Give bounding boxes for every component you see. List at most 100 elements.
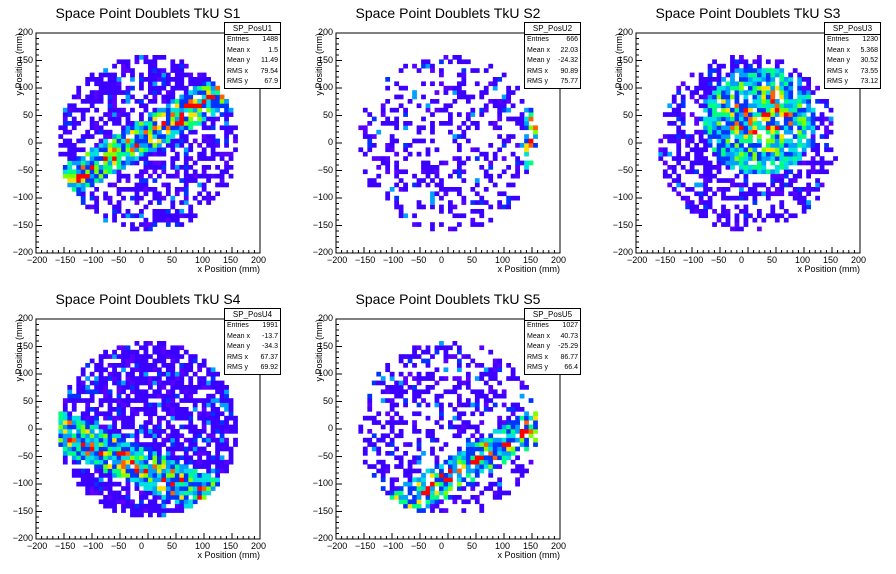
heatmap-cell	[143, 222, 149, 227]
heatmap-cell	[143, 165, 149, 170]
stats-label: RMS y	[527, 78, 548, 85]
heatmap-cell	[188, 213, 194, 219]
heatmap-cell	[797, 169, 803, 175]
heatmap-cell	[156, 213, 162, 219]
heatmap-cell	[470, 217, 476, 223]
heatmap-cell	[819, 165, 825, 170]
heatmap-cell	[67, 442, 73, 447]
heatmap-cell	[143, 402, 149, 408]
heatmap-cell	[130, 121, 135, 126]
heatmap-cell	[156, 191, 162, 197]
heatmap-cell	[112, 182, 117, 188]
heatmap-cell	[756, 72, 762, 78]
heatmap-cell	[201, 495, 207, 500]
heatmap-cell	[98, 481, 104, 487]
heatmap-cell	[98, 455, 104, 461]
heatmap-cell	[739, 81, 744, 87]
heatmap-cell	[470, 459, 476, 465]
heatmap-cell	[192, 169, 198, 175]
heatmap-cell	[461, 129, 467, 135]
heatmap-cell	[71, 451, 77, 456]
heatmap-cell	[658, 151, 664, 157]
heatmap-cell	[192, 358, 198, 364]
heatmap-cell	[80, 429, 86, 434]
x-tick-label: −100	[83, 541, 104, 551]
heatmap-cell	[448, 495, 453, 500]
heatmap-cell	[703, 143, 708, 148]
heatmap-cell	[183, 151, 189, 157]
heatmap-cell	[94, 204, 100, 210]
heatmap-cell	[174, 429, 180, 434]
heatmap-cell	[161, 341, 167, 346]
heatmap-cell	[179, 81, 185, 87]
heatmap-cell	[739, 77, 744, 82]
heatmap-cell	[152, 411, 158, 417]
heatmap-cell	[179, 345, 185, 351]
heatmap-cell	[201, 451, 207, 456]
heatmap-cell	[501, 191, 507, 197]
heatmap-cell	[148, 341, 153, 346]
heatmap-cell	[116, 402, 122, 408]
heatmap-cell	[170, 459, 176, 465]
heatmap-cell	[161, 402, 167, 408]
heatmap-cell	[183, 490, 189, 496]
heatmap-cell	[779, 125, 785, 131]
heatmap-cell	[121, 398, 126, 403]
heatmap-cell	[461, 160, 467, 166]
heatmap-cell	[215, 371, 220, 377]
stats-label: Mean x	[527, 46, 550, 54]
heatmap-cell	[497, 486, 503, 491]
heatmap-cell	[703, 187, 708, 192]
heatmap-cell	[143, 490, 149, 496]
heatmap-cell	[156, 442, 162, 447]
heatmap-cell	[130, 477, 135, 483]
heatmap-cell	[492, 446, 498, 452]
heatmap-cell	[62, 437, 68, 443]
heatmap-cell	[739, 165, 744, 170]
heatmap-cell	[385, 468, 391, 474]
heatmap-cell	[219, 442, 225, 447]
stats-value: 1.5	[268, 46, 278, 54]
heatmap-cell	[116, 393, 122, 399]
heatmap-cell	[533, 442, 538, 447]
heatmap-cell	[403, 85, 408, 91]
heatmap-cell	[219, 446, 225, 452]
heatmap-cell	[362, 151, 368, 157]
heatmap-cell	[725, 72, 731, 78]
heatmap-cell	[89, 451, 95, 456]
heatmap-cell	[761, 112, 767, 117]
heatmap-cell	[80, 411, 86, 417]
heatmap-cell	[479, 90, 485, 95]
heatmap-cell	[770, 129, 776, 135]
heatmap-cell	[461, 429, 467, 434]
heatmap-cell	[770, 151, 776, 157]
x-axis-label: x Position (mm)	[197, 550, 260, 560]
heatmap-cell	[188, 420, 194, 425]
heatmap-cell	[748, 156, 753, 161]
heatmap-cell	[770, 112, 776, 117]
heatmap-cell	[707, 187, 713, 192]
heatmap-cell	[219, 402, 225, 408]
heatmap-cell	[112, 77, 117, 82]
heatmap-cell	[461, 380, 467, 386]
heatmap-cell	[170, 407, 176, 412]
stats-label: Entries	[527, 36, 549, 43]
heatmap-cell	[130, 433, 135, 439]
heatmap-cell	[488, 446, 494, 452]
heatmap-cell	[479, 151, 485, 157]
heatmap-cell	[425, 499, 431, 505]
heatmap-cell	[134, 486, 140, 491]
heatmap-cell	[730, 195, 735, 201]
heatmap-cell	[170, 415, 176, 421]
heatmap-cell	[456, 143, 462, 148]
heatmap-cell	[479, 363, 485, 368]
heatmap-cell	[389, 134, 395, 139]
heatmap-cell	[394, 195, 400, 201]
heatmap-cell	[698, 138, 704, 144]
heatmap-cell	[156, 345, 162, 351]
heatmap-cell	[779, 182, 785, 188]
heatmap-cell	[452, 433, 458, 439]
heatmap-cell	[810, 156, 816, 161]
stats-box: SP_PosU4 Entries 1991 Mean x -13.7 Mean y -34.…	[224, 308, 281, 375]
heatmap-cell	[174, 508, 180, 513]
